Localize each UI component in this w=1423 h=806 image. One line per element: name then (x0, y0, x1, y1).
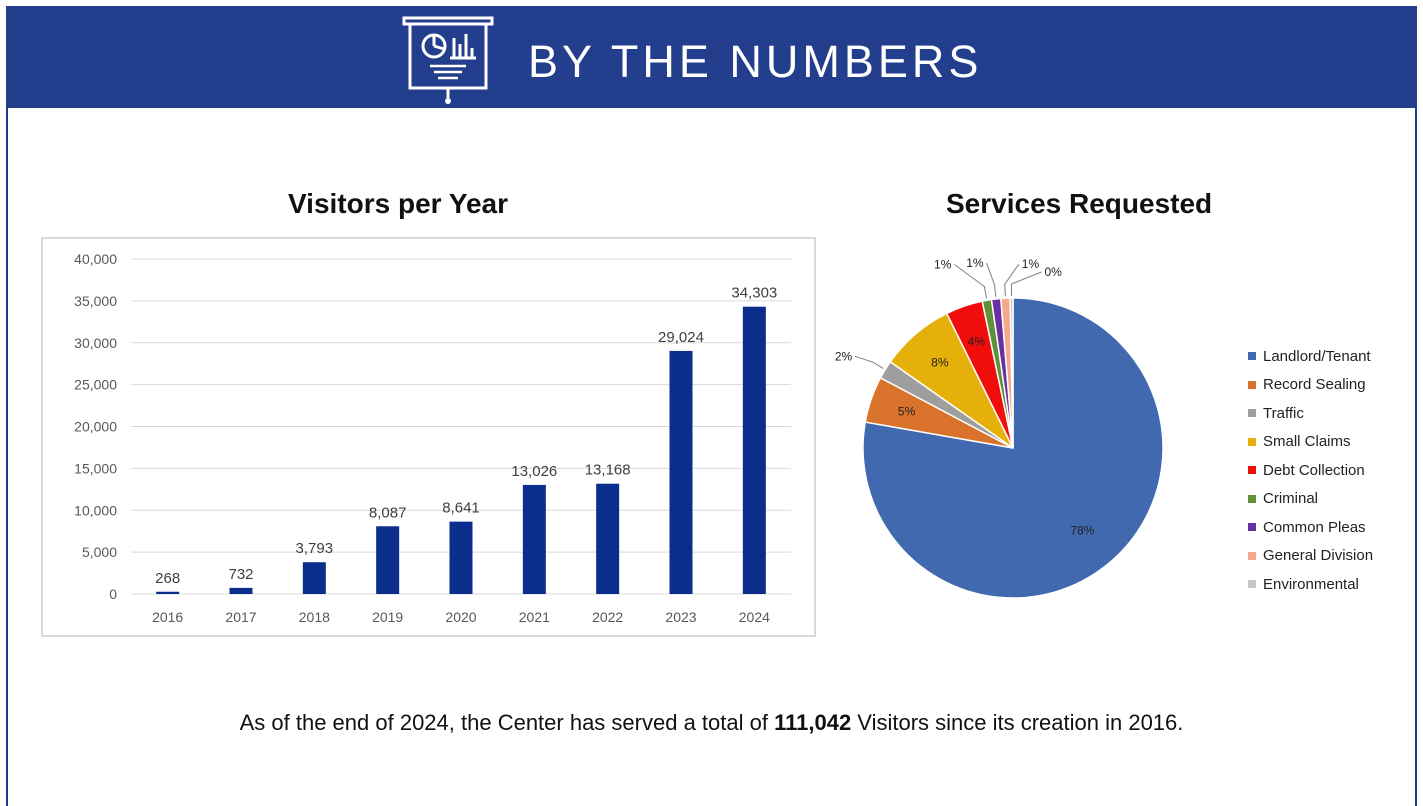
bar-2020 (449, 521, 473, 594)
bar-2021 (522, 484, 546, 594)
legend-swatch (1248, 437, 1256, 446)
legend-swatch (1248, 580, 1256, 589)
bar-value-label: 3,793 (296, 540, 334, 557)
bar-value-label: 13,026 (511, 463, 557, 480)
x-tick-label: 2024 (739, 609, 770, 625)
legend-label: General Division (1263, 547, 1374, 565)
legend-item: Small Claims (1248, 428, 1373, 457)
bar-chart-title: Visitors per Year (288, 188, 508, 219)
x-tick-label: 2016 (152, 609, 183, 625)
x-tick-label: 2017 (225, 609, 256, 625)
legend-label: Record Sealing (1263, 376, 1366, 394)
bar-2016 (156, 591, 180, 594)
legend-item: Landlord/Tenant (1248, 342, 1373, 371)
bar-value-label: 8,087 (369, 504, 407, 521)
y-tick-label: 10,000 (74, 502, 117, 518)
bar-value-label: 13,168 (585, 462, 631, 479)
summary-total: 111,042 (774, 710, 852, 735)
x-tick-label: 2021 (519, 609, 550, 625)
legend-label: Criminal (1263, 490, 1319, 508)
bar-value-label: 8,641 (442, 500, 480, 517)
legend-item: Traffic (1248, 399, 1373, 428)
legend-label: Debt Collection (1263, 461, 1365, 479)
bar-value-label: 34,303 (731, 285, 777, 302)
y-tick-label: 0 (109, 586, 117, 602)
header-banner: BY THE NUMBERS (6, 6, 1417, 108)
x-tick-label: 2019 (372, 609, 403, 625)
visitors-bar-chart: 0 5,000 10,000 15,000 20,000 25,000 30,000 35,0… (74, 251, 791, 625)
summary-text: As of the end of 2024, the Center has se… (0, 710, 1423, 736)
y-tick-label: 15,000 (74, 460, 117, 476)
bar-2022 (596, 483, 620, 594)
legend-item: Record Sealing (1248, 371, 1373, 400)
bar-2017 (229, 587, 253, 594)
y-tick-label: 30,000 (74, 335, 117, 351)
legend-swatch (1248, 409, 1256, 418)
legend-item: General Division (1248, 542, 1373, 571)
bar-value-label: 29,024 (658, 329, 704, 346)
legend-item: Debt Collection (1248, 456, 1373, 485)
legend-label: Common Pleas (1263, 518, 1366, 536)
legend-label: Landlord/Tenant (1263, 347, 1371, 365)
legend-swatch (1248, 551, 1256, 560)
y-tick-label: 25,000 (74, 377, 117, 393)
x-tick-label: 2023 (665, 609, 696, 625)
pie-legend: Landlord/Tenant Record Sealing Traffic Smal… (1248, 342, 1373, 599)
y-tick-label: 5,000 (82, 544, 117, 560)
summary-before: As of the end of 2024, the Center has se… (239, 710, 775, 735)
summary-after: Visitors since its creation in 2016. (851, 710, 1184, 735)
bar-value-label: 732 (228, 566, 253, 583)
presentation-board-icon (402, 16, 494, 104)
bar-2024 (742, 306, 766, 594)
bar-2019 (376, 526, 400, 594)
legend-swatch (1248, 380, 1256, 389)
legend-swatch (1248, 494, 1256, 503)
y-tick-label: 20,000 (74, 419, 117, 435)
legend-item: Criminal (1248, 485, 1373, 514)
bar-value-label: 268 (155, 570, 180, 587)
legend-swatch (1248, 466, 1256, 475)
bar-2018 (302, 562, 326, 594)
legend-swatch (1248, 523, 1256, 532)
page-frame (6, 6, 1417, 806)
x-tick-label: 2018 (299, 609, 330, 625)
legend-item: Environmental (1248, 570, 1373, 599)
pie-chart-title: Services Requested (946, 188, 1213, 219)
page-title: BY THE NUMBERS (528, 36, 983, 87)
bar-2023 (669, 350, 693, 594)
legend-label: Small Claims (1263, 433, 1351, 451)
y-tick-label: 40,000 (74, 251, 117, 267)
legend-label: Environmental (1263, 575, 1359, 593)
legend-label: Traffic (1263, 404, 1304, 422)
legend-swatch (1248, 352, 1256, 361)
bar-chart-panel: 0 5,000 10,000 15,000 20,000 25,000 30,000 35,0… (41, 237, 816, 637)
x-tick-label: 2022 (592, 609, 623, 625)
legend-item: Common Pleas (1248, 513, 1373, 542)
y-tick-label: 35,000 (74, 293, 117, 309)
x-tick-label: 2020 (445, 609, 476, 625)
